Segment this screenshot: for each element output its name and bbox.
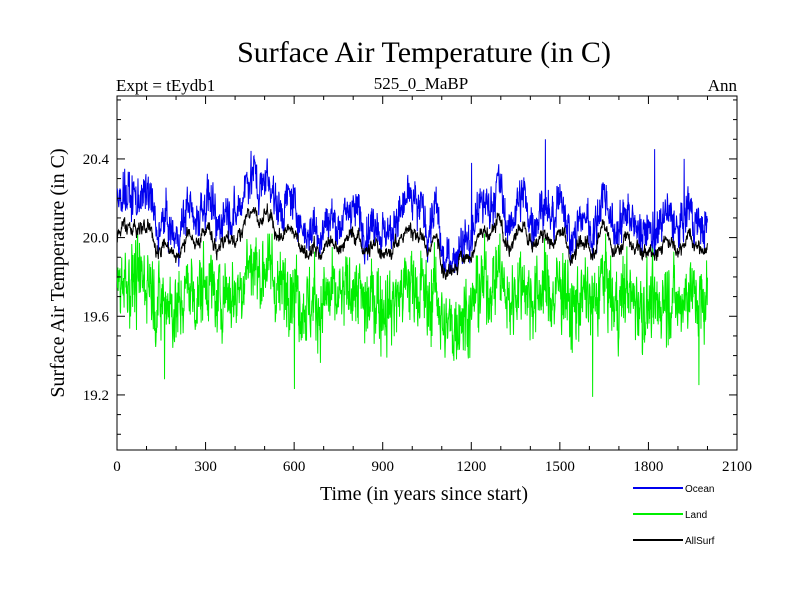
y-tick-label: 19.6 (83, 309, 110, 325)
plot-frame (116, 95, 738, 451)
series-line-allsurf (116, 203, 708, 281)
series-line-ocean (116, 139, 708, 274)
y-tick-label: 20.0 (83, 231, 109, 247)
x-tick-label: 1200 (456, 459, 486, 475)
x-tick-label: 1500 (545, 459, 575, 475)
x-tick-label: 900 (371, 459, 394, 475)
x-axis-label: Time (in years since start) (320, 483, 528, 505)
y-tick-label: 20.4 (83, 152, 110, 168)
y-axis-label: Surface Air Temperature (in C) (47, 148, 69, 397)
chart-title: Surface Air Temperature (in C) (237, 36, 611, 69)
season-label: Ann (708, 76, 738, 95)
x-tick-label: 300 (194, 459, 217, 475)
series-group (116, 139, 708, 397)
legend: Ocean Land AllSurf (633, 484, 715, 547)
ticks-group: 0 300 600 900 1200 1500 1800 2100 19.2 19.6 20.0 20… (83, 96, 752, 475)
x-tick-label: 2100 (722, 459, 752, 475)
experiment-label: Expt = tEydb1 (116, 76, 215, 95)
x-tick-label: 1800 (633, 459, 663, 475)
period-label: 525_0_MaBP (374, 74, 468, 93)
x-tick-label: 600 (283, 459, 306, 475)
legend-label-land: Land (685, 510, 707, 521)
legend-label-ocean: Ocean (685, 484, 714, 495)
y-tick-label: 19.2 (83, 388, 109, 404)
series-line-land (116, 233, 708, 397)
x-tick-label: 0 (113, 459, 121, 475)
legend-label-allsurf: AllSurf (685, 536, 715, 547)
